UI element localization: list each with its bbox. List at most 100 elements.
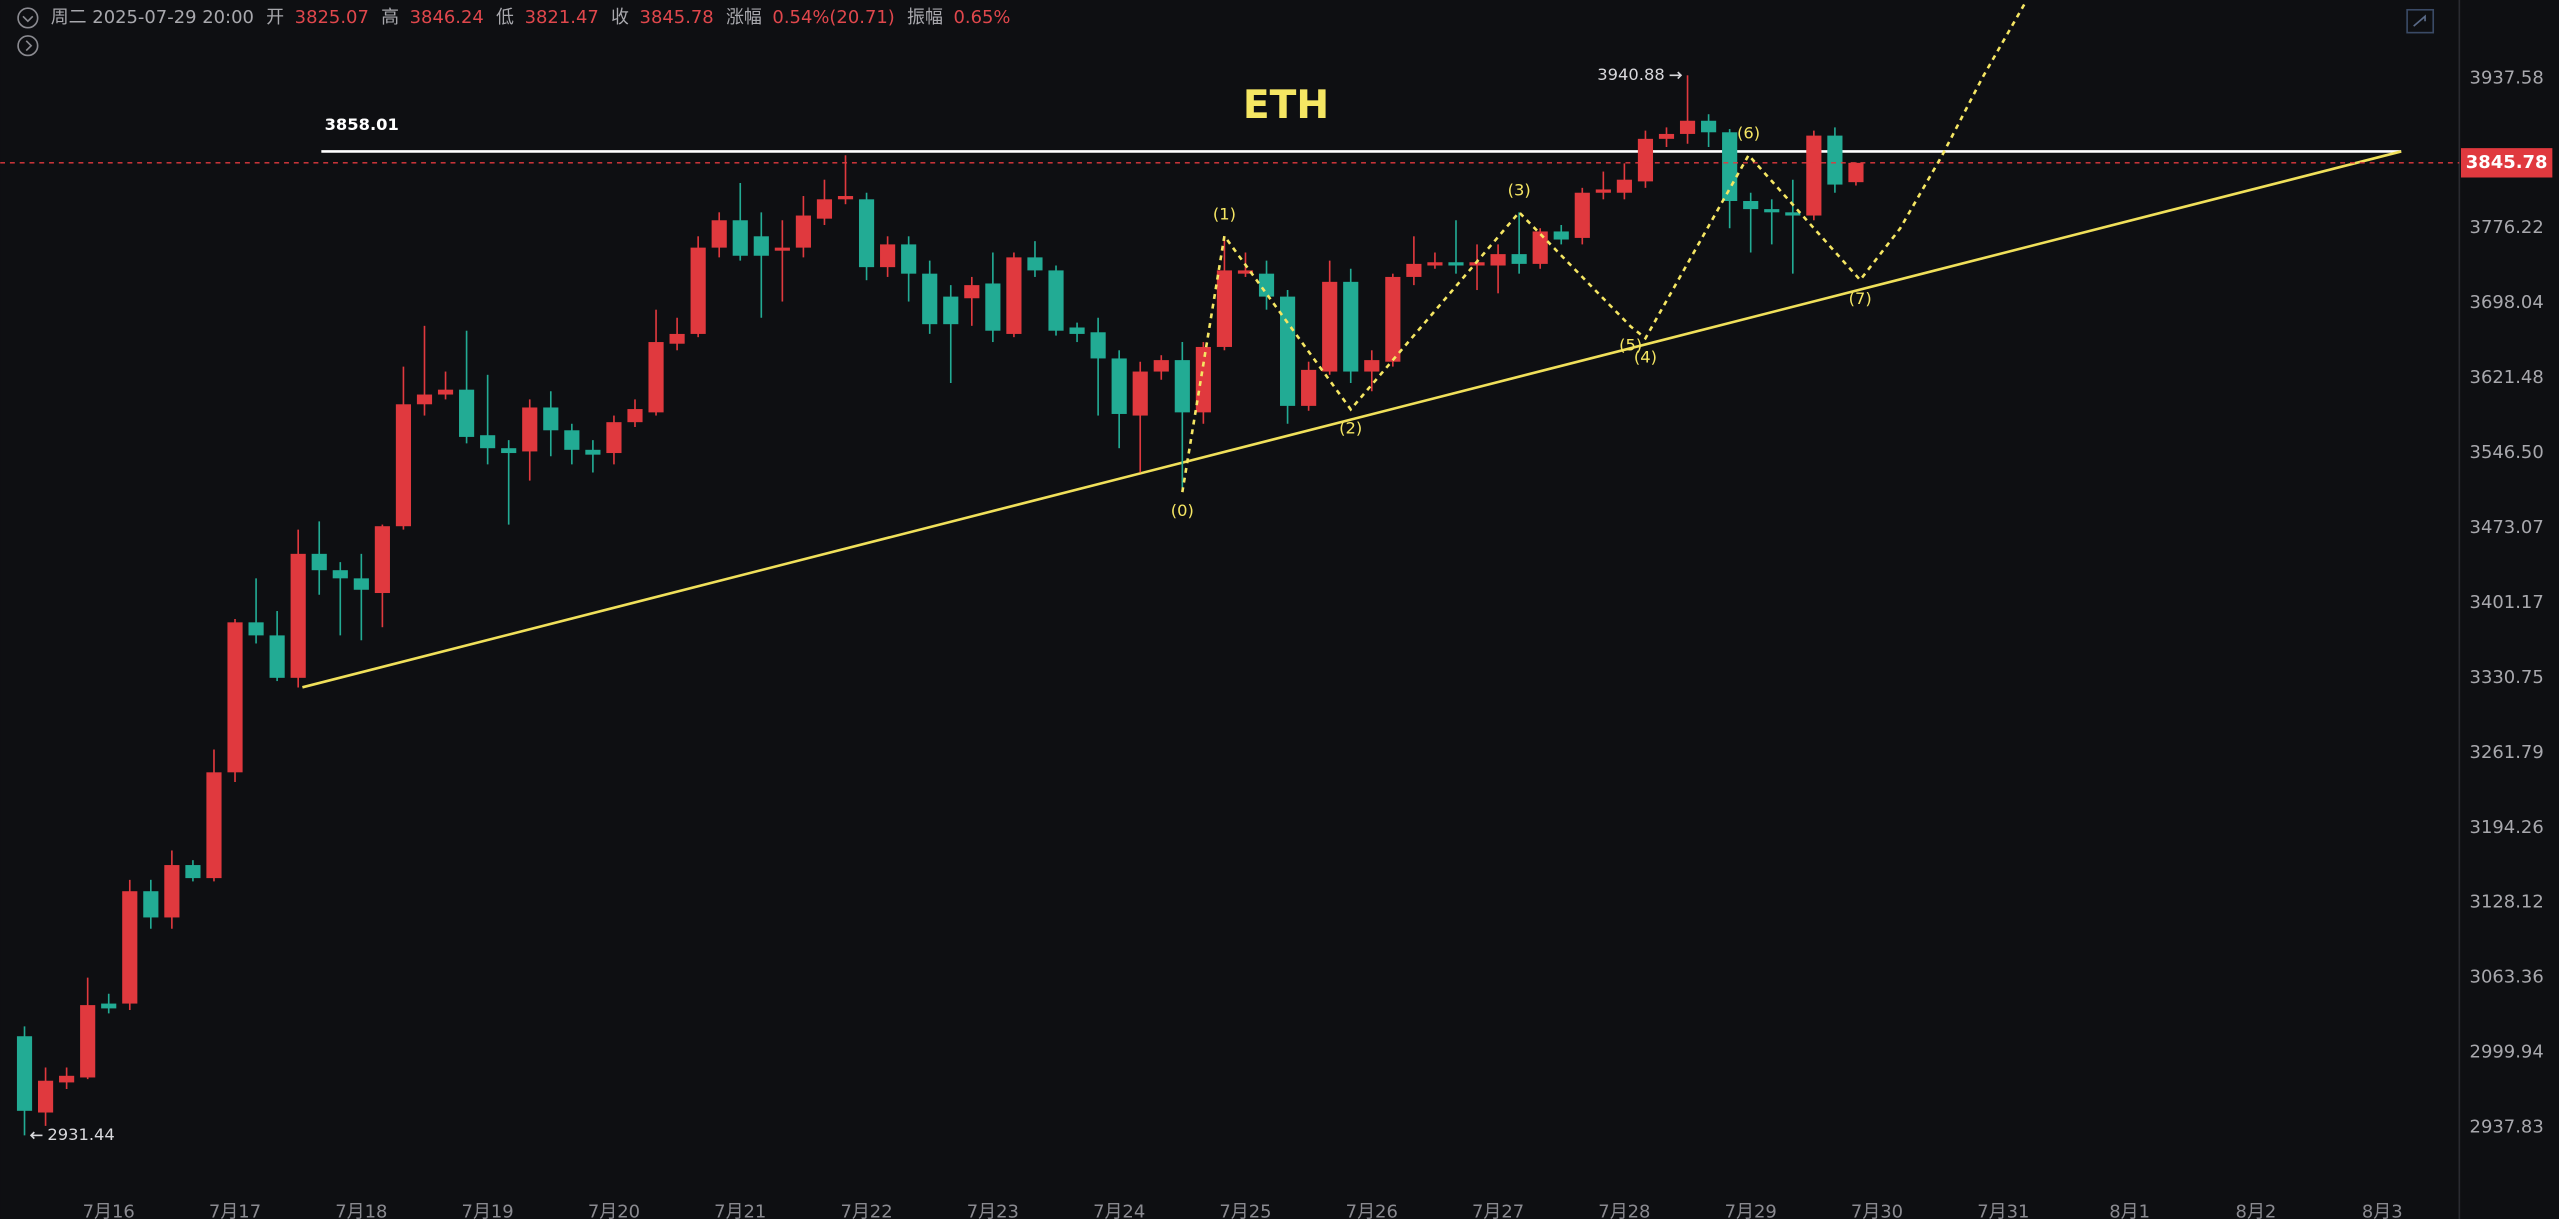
candle-body bbox=[480, 435, 496, 449]
candle-body bbox=[1279, 296, 1296, 406]
open-label: 开 bbox=[266, 7, 284, 28]
candle-body bbox=[606, 422, 622, 454]
candle-body bbox=[1153, 360, 1169, 372]
candle-body bbox=[122, 891, 138, 1004]
y-tick-label: 3330.75 bbox=[2470, 667, 2544, 688]
candle-body bbox=[1827, 135, 1843, 185]
candle-body bbox=[248, 622, 264, 636]
candle-body bbox=[795, 215, 811, 248]
candle-body bbox=[395, 404, 412, 527]
fullscreen-glyph bbox=[2413, 14, 2426, 27]
candle-body bbox=[353, 578, 369, 590]
candle-body bbox=[543, 407, 559, 431]
resistance-label: 3858.01 bbox=[325, 115, 399, 134]
candle-body bbox=[1637, 138, 1654, 182]
x-tick-label: 7月18 bbox=[335, 1201, 387, 1219]
x-tick-label: 7月28 bbox=[1598, 1201, 1650, 1219]
candle-body bbox=[522, 407, 538, 452]
candle-body bbox=[837, 196, 854, 200]
candle-body bbox=[1111, 358, 1127, 414]
wave-label: (1) bbox=[1213, 204, 1236, 223]
candle-body bbox=[143, 891, 159, 918]
toolbar-icons bbox=[17, 7, 2435, 57]
candle-body bbox=[648, 342, 664, 413]
candle-body bbox=[501, 448, 517, 454]
y-tick-label: 3063.36 bbox=[2470, 967, 2544, 988]
x-tick-label: 7月24 bbox=[1093, 1201, 1145, 1219]
candle-body bbox=[669, 333, 685, 344]
collapse-chevron bbox=[22, 15, 34, 23]
ohlc-header: 周二 2025-07-29 20:00 开 3825.07 高 3846.24 … bbox=[51, 7, 1011, 28]
chart-title: ETH bbox=[1243, 83, 1329, 128]
low-marker-head bbox=[29, 1131, 35, 1140]
candle-body bbox=[585, 449, 601, 455]
x-tick-label: 7月23 bbox=[967, 1201, 1019, 1219]
high-marker-head bbox=[1677, 71, 1683, 80]
y-tick-label: 3473.07 bbox=[2470, 517, 2544, 538]
x-tick-label: 7月30 bbox=[1851, 1201, 1903, 1219]
candle-body bbox=[985, 283, 1001, 331]
candle-body bbox=[101, 1003, 117, 1009]
candle-body bbox=[1195, 346, 1211, 413]
x-tick-label: 8月1 bbox=[2109, 1201, 2150, 1219]
candle-body bbox=[711, 220, 727, 248]
candle-body bbox=[1406, 263, 1422, 277]
change-value: 0.54%(20.71) bbox=[772, 7, 894, 28]
candle-body bbox=[1448, 262, 1464, 266]
x-tick-label: 7月22 bbox=[840, 1201, 892, 1219]
amplitude-value: 0.65% bbox=[953, 7, 1010, 28]
high-label: 高 bbox=[381, 7, 399, 28]
candle-body bbox=[901, 244, 917, 274]
candle-body bbox=[1679, 120, 1696, 134]
candle-body bbox=[1806, 135, 1822, 216]
header-datetime: 周二 2025-07-29 20:00 bbox=[51, 7, 254, 28]
candle-body bbox=[1764, 209, 1780, 213]
collapse-icon[interactable] bbox=[17, 7, 39, 29]
y-tick-label: 3546.50 bbox=[2470, 442, 2544, 463]
candle-body bbox=[943, 296, 959, 325]
candle-body bbox=[227, 622, 243, 773]
expand-icon[interactable] bbox=[17, 35, 39, 57]
overlay: 3937.58 3776.22 3698.04 3621.48 3546.50 3473.… bbox=[29, 65, 2553, 1219]
candle-body bbox=[59, 1075, 75, 1083]
y-tick-label: 3776.22 bbox=[2470, 217, 2544, 238]
candle-body bbox=[80, 1005, 96, 1078]
y-tick-label: 3401.17 bbox=[2470, 592, 2544, 613]
candle-body bbox=[437, 389, 454, 395]
candle-body bbox=[732, 220, 748, 256]
candle-body bbox=[1490, 254, 1506, 266]
x-tick-label: 7月20 bbox=[588, 1201, 640, 1219]
candle-body bbox=[753, 236, 769, 256]
fullscreen-icon[interactable] bbox=[2406, 8, 2435, 34]
candle-body bbox=[1048, 270, 1064, 331]
high-marker-label: 3940.88 bbox=[1597, 65, 1664, 84]
price-tag bbox=[2460, 148, 2553, 178]
candle-body bbox=[332, 570, 348, 579]
candle-body bbox=[816, 199, 833, 219]
x-tick-label: 7月27 bbox=[1472, 1201, 1524, 1219]
candle-body bbox=[185, 865, 201, 879]
x-tick-label: 7月29 bbox=[1725, 1201, 1777, 1219]
change-label: 涨幅 bbox=[726, 7, 762, 28]
amplitude-label: 振幅 bbox=[907, 7, 943, 28]
x-tick-label: 7月17 bbox=[209, 1201, 261, 1219]
candle-body bbox=[564, 430, 580, 450]
candle-body bbox=[164, 865, 180, 918]
candle-body bbox=[269, 635, 285, 678]
y-tick-label: 3698.04 bbox=[2470, 292, 2544, 313]
x-tick-label: 7月31 bbox=[1977, 1201, 2029, 1219]
wave-label: (5) bbox=[1619, 336, 1642, 355]
candle-body bbox=[690, 247, 706, 334]
plot-area bbox=[0, 0, 2460, 1136]
candle-body bbox=[1574, 192, 1590, 238]
candle-body bbox=[1132, 371, 1148, 416]
low-marker-label: 2931.44 bbox=[47, 1125, 114, 1144]
candle-body bbox=[1237, 270, 1254, 274]
close-label: 收 bbox=[611, 7, 629, 28]
candle-body bbox=[1701, 120, 1717, 133]
high-value: 3846.24 bbox=[410, 7, 484, 28]
candle-body bbox=[1532, 231, 1548, 264]
price-tag-label: 3845.78 bbox=[2466, 152, 2548, 173]
support-trendline bbox=[302, 150, 2402, 689]
